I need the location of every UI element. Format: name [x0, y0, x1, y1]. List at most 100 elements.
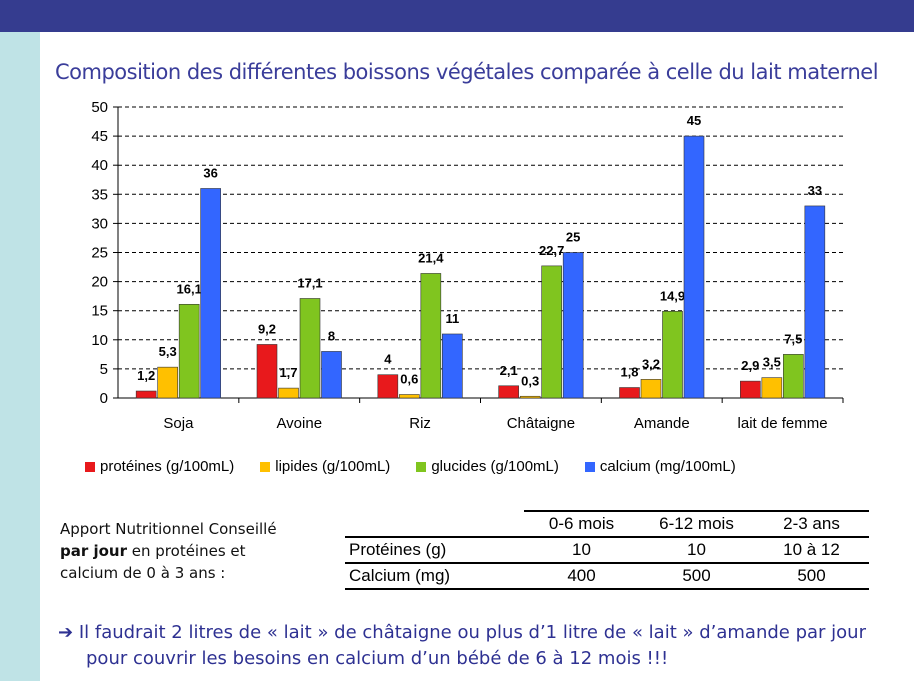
y-tick-label: 20: [91, 274, 108, 291]
data-label: 16,1: [177, 281, 202, 296]
y-tick-label: 40: [91, 157, 108, 174]
legend-label: lipides (g/100mL): [275, 458, 391, 475]
bar: [420, 273, 442, 399]
bar: [399, 394, 420, 399]
data-label: 14,9: [660, 288, 685, 303]
row-label: Protéines (g): [349, 540, 447, 559]
table-cell: 400: [567, 566, 596, 585]
legend-label: glucides (g/100mL): [431, 458, 559, 475]
y-tick-label: 30: [91, 215, 108, 232]
data-label: 1,7: [279, 365, 297, 380]
data-label: 22,7: [539, 243, 564, 258]
side-band: [0, 32, 40, 681]
apport-line2-rest: en protéines et: [127, 542, 246, 560]
data-label: 3,2: [642, 356, 660, 371]
table-row: Protéines (g) 10 10 10 à 12: [345, 537, 869, 563]
bar: [256, 344, 278, 399]
data-label: 21,4: [418, 250, 444, 265]
x-tick-label: Riz: [409, 415, 431, 432]
bar: [442, 333, 463, 399]
bar: [640, 379, 662, 399]
y-tick-label: 5: [100, 361, 108, 378]
bar: [740, 380, 761, 399]
data-label: 0,3: [521, 373, 539, 388]
data-label: 0,6: [400, 372, 418, 387]
data-label: 17,1: [297, 275, 322, 290]
bar: [804, 205, 826, 399]
data-label: 1,2: [137, 368, 155, 383]
data-label: 25: [566, 230, 580, 245]
apport-line2: par jour en protéines et: [60, 540, 277, 562]
bar: [135, 390, 157, 399]
legend-item-calcium: calcium (mg/100mL): [584, 458, 736, 475]
bar: [377, 374, 399, 399]
x-tick-label: lait de femme: [738, 415, 828, 432]
data-label: 33: [808, 183, 822, 198]
legend-label: protéines (g/100mL): [100, 458, 235, 475]
data-label: 2,9: [741, 358, 759, 373]
bar: [200, 188, 221, 399]
x-tick-label: Châtaigne: [507, 415, 575, 432]
legend-item-proteines: protéines (g/100mL): [85, 458, 234, 475]
bar: [619, 387, 640, 399]
note-line2: pour couvrir les besoins en calcium d’un…: [86, 648, 669, 669]
data-label: 4: [384, 352, 392, 367]
y-tick-label: 10: [91, 332, 108, 349]
data-label: 9,2: [258, 321, 276, 336]
bar: [278, 387, 299, 399]
data-label: 7,5: [784, 331, 802, 346]
arrow-icon: ➔: [58, 622, 74, 643]
data-label: 36: [203, 165, 217, 180]
y-tick-label: 15: [91, 303, 108, 320]
y-tick-label: 35: [91, 186, 108, 203]
conclusion-note: ➔ Il faudrait 2 litres de « lait » de ch…: [58, 620, 866, 672]
data-label: 45: [687, 113, 701, 128]
data-label: 5,3: [159, 344, 177, 359]
top-banner: [0, 0, 914, 32]
table-cell: 10 à 12: [783, 540, 840, 559]
x-tick-label: Amande: [634, 415, 690, 432]
legend-swatch: [416, 461, 427, 472]
bar: [541, 265, 562, 399]
data-label: 3,5: [763, 355, 781, 370]
table-row: Calcium (mg) 400 500 500: [345, 563, 869, 589]
apport-bold: par jour: [60, 542, 128, 560]
note-text1: Il faudrait 2 litres de « lait » de chât…: [78, 622, 866, 643]
data-label: 11: [445, 311, 459, 326]
apport-line3: calcium de 0 à 3 ans :: [60, 564, 226, 582]
reference-table: 0-6 mois 6-12 mois 2-3 ans Protéines (g)…: [345, 510, 869, 590]
table-header: 6-12 mois: [639, 510, 754, 537]
y-tick-label: 25: [91, 245, 108, 262]
legend-swatch: [584, 461, 595, 472]
bar: [321, 351, 342, 399]
data-label: 2,1: [500, 363, 518, 378]
y-tick-label: 45: [91, 128, 108, 145]
legend-label: calcium (mg/100mL): [599, 458, 736, 475]
bar: [299, 298, 321, 399]
table-cell: 10: [572, 540, 591, 559]
table-cell: 500: [797, 566, 826, 585]
apport-text: Apport Nutritionnel Conseillé par jour e…: [60, 518, 277, 584]
legend-item-glucides: glucides (g/100mL): [416, 458, 559, 475]
apport-line1: Apport Nutritionnel Conseillé: [60, 520, 277, 538]
data-label: 8: [328, 328, 335, 343]
bar: [683, 135, 705, 399]
legend-item-lipides: lipides (g/100mL): [260, 458, 390, 475]
table-cell: 10: [687, 540, 706, 559]
table-header-row: 0-6 mois 6-12 mois 2-3 ans: [345, 510, 869, 537]
y-tick-label: 0: [100, 390, 108, 407]
table-cell: 500: [682, 566, 711, 585]
x-tick-label: Soja: [163, 415, 194, 432]
table-header: 2-3 ans: [754, 510, 869, 537]
bar: [498, 385, 519, 399]
bar: [662, 310, 683, 399]
bar: [178, 303, 200, 399]
chart-legend: protéines (g/100mL) lipides (g/100mL) gl…: [85, 458, 762, 475]
bar-chart: 0 5 10 15 20 25 30 35 40 45 50 Soja 1,2 5,3 16,1 36 Avoi…: [91, 99, 844, 432]
chart-title: Composition des différentes boissons vég…: [55, 60, 879, 84]
legend-swatch: [260, 461, 271, 472]
bar: [783, 354, 804, 399]
bar: [519, 395, 541, 399]
table-header: 0-6 mois: [524, 510, 639, 537]
bar: [157, 366, 178, 399]
